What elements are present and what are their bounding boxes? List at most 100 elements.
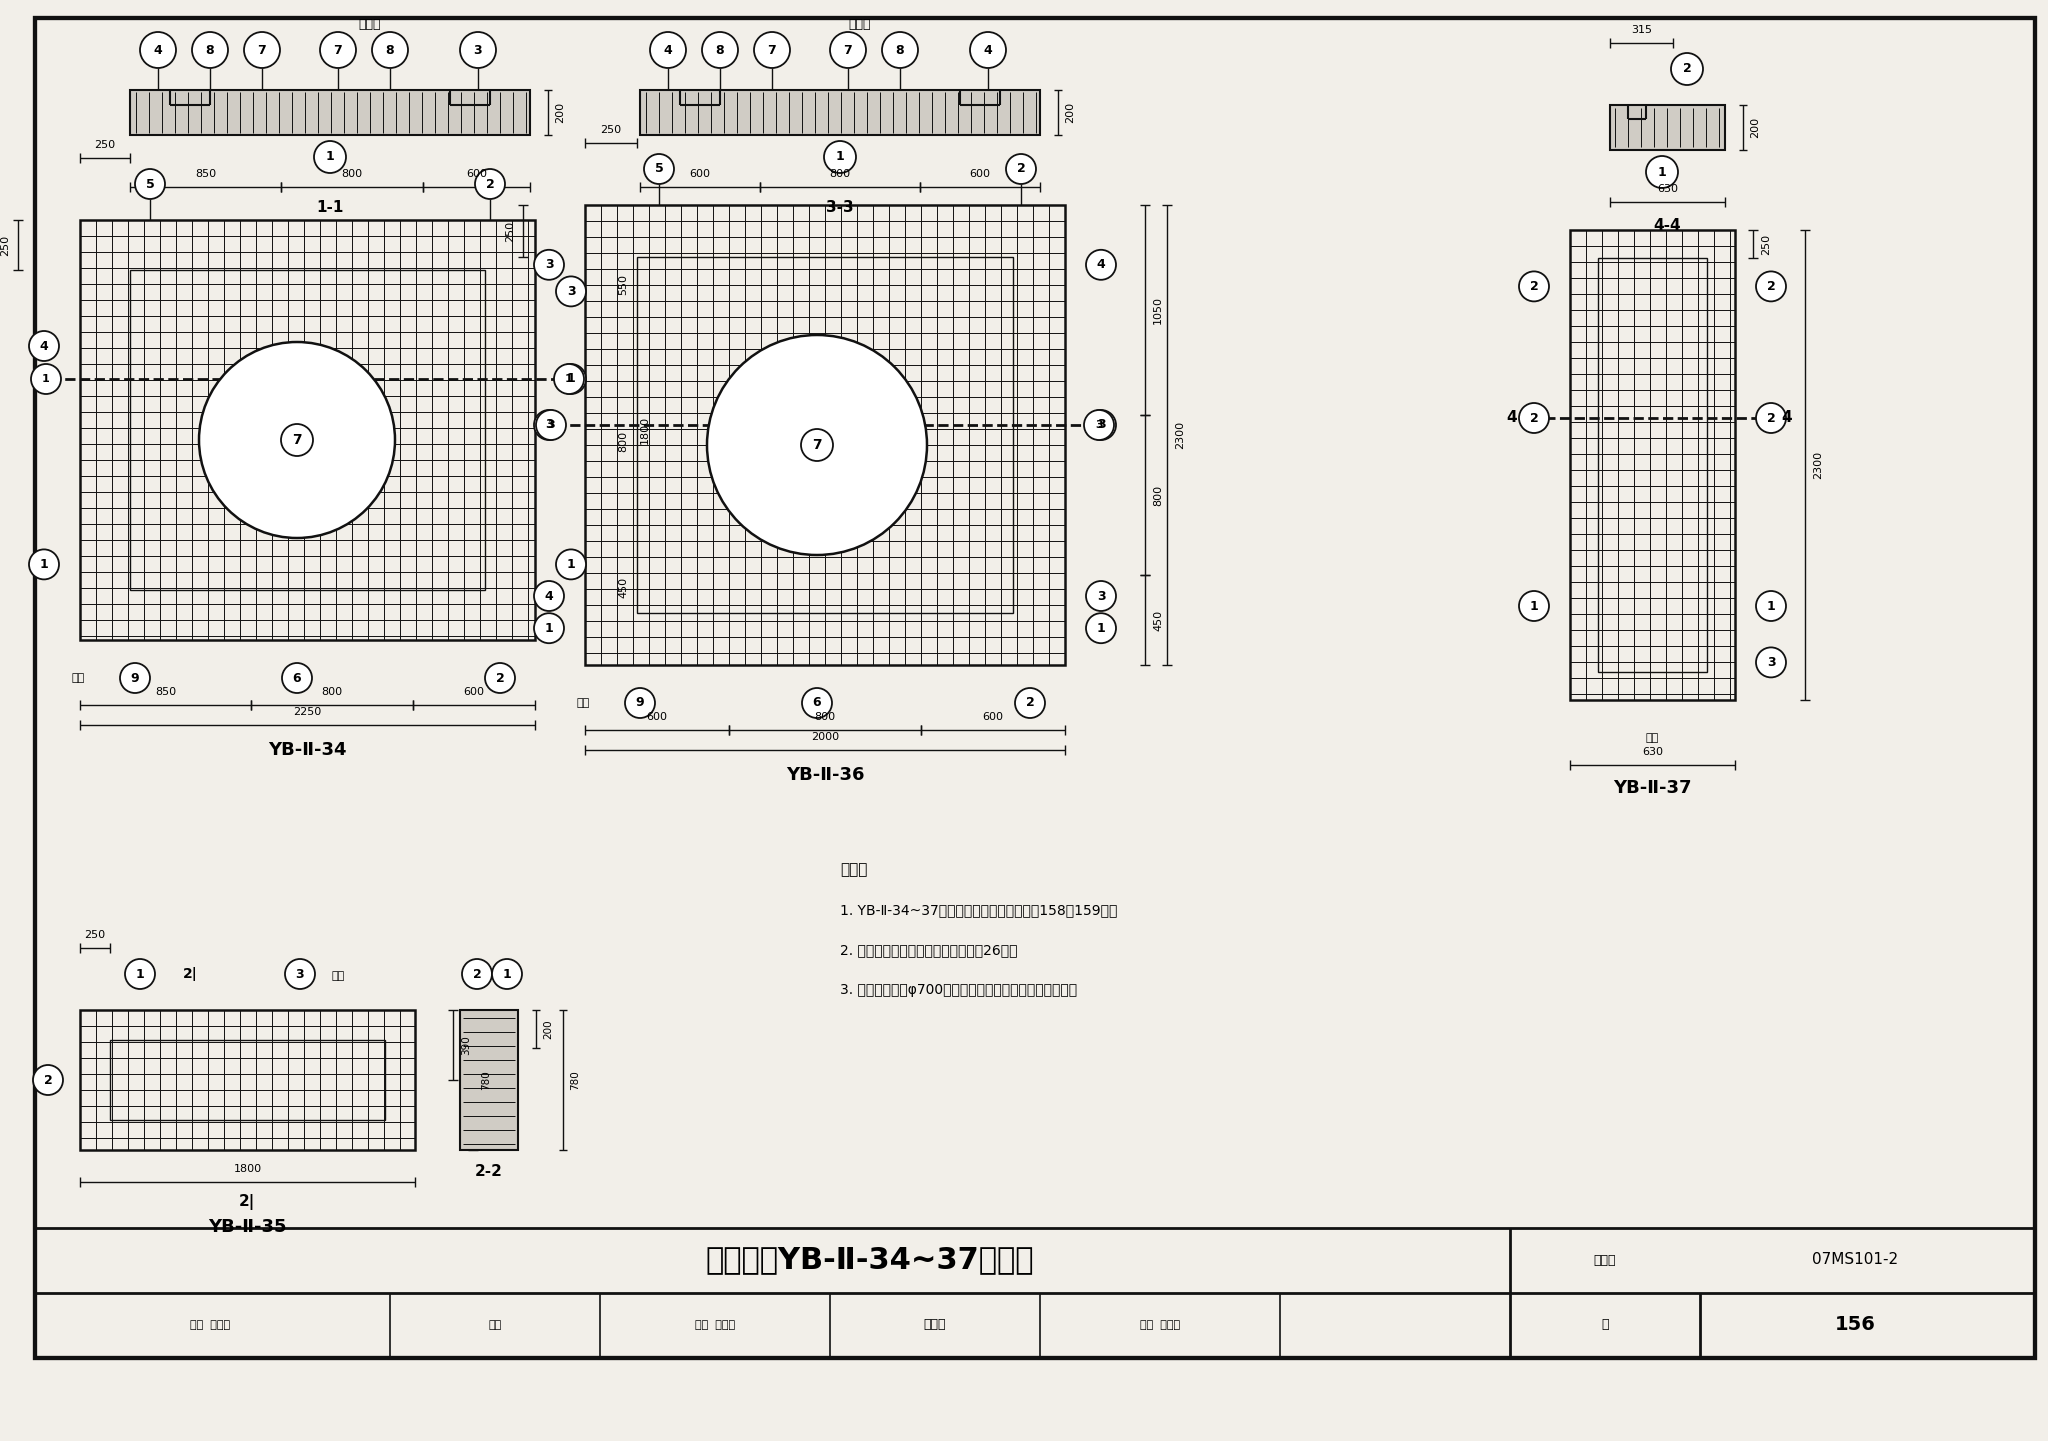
Text: 7: 7: [768, 43, 776, 56]
Text: 1: 1: [502, 967, 512, 980]
Circle shape: [1085, 249, 1116, 280]
Text: 8: 8: [385, 43, 395, 56]
Circle shape: [1755, 647, 1786, 677]
Text: 附加筋: 附加筋: [848, 19, 870, 32]
Text: 2-2: 2-2: [475, 1164, 504, 1180]
Text: YB-Ⅱ-34: YB-Ⅱ-34: [268, 741, 346, 759]
Text: 200: 200: [1749, 117, 1759, 138]
Text: 550: 550: [618, 274, 629, 294]
Text: 设计  王龙生: 设计 王龙生: [1141, 1320, 1180, 1330]
Bar: [637, 256, 1014, 612]
Text: 说明：: 说明：: [840, 863, 868, 878]
Text: 制图: 制图: [487, 1320, 502, 1330]
Text: 3: 3: [473, 43, 483, 56]
Circle shape: [283, 663, 311, 693]
Text: 450: 450: [618, 576, 629, 598]
Bar: [586, 205, 1065, 664]
Text: 800: 800: [342, 169, 362, 179]
Circle shape: [1755, 591, 1786, 621]
Circle shape: [707, 334, 928, 555]
Text: 5: 5: [145, 177, 154, 190]
Bar: [639, 89, 1040, 135]
Circle shape: [485, 663, 514, 693]
Circle shape: [625, 687, 655, 718]
Text: 2250: 2250: [293, 708, 322, 718]
Text: 4: 4: [545, 589, 553, 602]
Circle shape: [1085, 614, 1116, 643]
Text: 吊钩: 吊钩: [1645, 733, 1659, 744]
Text: 2. 吊钩及洞口附加筋做法见本图集第26页。: 2. 吊钩及洞口附加筋做法见本图集第26页。: [840, 942, 1018, 957]
Text: 250: 250: [94, 140, 115, 150]
Circle shape: [1520, 271, 1548, 301]
Circle shape: [139, 32, 176, 68]
Text: 2|: 2|: [182, 967, 197, 981]
Bar: [1610, 105, 1724, 150]
Text: 450: 450: [1153, 610, 1163, 631]
Circle shape: [829, 32, 866, 68]
Text: 1: 1: [545, 621, 553, 634]
Text: 图集号: 图集号: [1593, 1254, 1616, 1267]
Text: 4: 4: [154, 43, 162, 56]
Text: 2: 2: [1530, 280, 1538, 293]
Text: 7: 7: [813, 438, 821, 452]
Text: 3: 3: [545, 258, 553, 271]
Text: 6: 6: [293, 672, 301, 684]
Circle shape: [702, 32, 737, 68]
Circle shape: [823, 141, 856, 173]
Text: 600: 600: [983, 712, 1004, 722]
Text: 4: 4: [1507, 411, 1518, 425]
Circle shape: [1755, 271, 1786, 301]
Circle shape: [1755, 403, 1786, 432]
Circle shape: [461, 32, 496, 68]
Text: 7: 7: [293, 432, 301, 447]
Circle shape: [883, 32, 918, 68]
Text: 4: 4: [1096, 258, 1106, 271]
Text: 8: 8: [205, 43, 215, 56]
Text: 250: 250: [84, 929, 106, 940]
Text: 附加筋: 附加筋: [358, 19, 381, 32]
Text: 4: 4: [1782, 411, 1792, 425]
Circle shape: [1520, 591, 1548, 621]
Text: 200: 200: [555, 102, 565, 122]
Text: 2000: 2000: [811, 732, 840, 742]
Text: YB-Ⅱ-36: YB-Ⅱ-36: [786, 767, 864, 784]
Text: 1: 1: [567, 373, 575, 386]
Text: YB-Ⅱ-35: YB-Ⅱ-35: [207, 1218, 287, 1236]
Text: 1800: 1800: [639, 416, 649, 444]
Circle shape: [125, 960, 156, 989]
Text: 3: 3: [1096, 589, 1106, 602]
Circle shape: [1016, 687, 1044, 718]
Text: 850: 850: [156, 687, 176, 697]
Bar: [1597, 258, 1706, 672]
Text: 1. YB-Ⅱ-34~37钢筋表及材料表见本图集第158、159页。: 1. YB-Ⅱ-34~37钢筋表及材料表见本图集第158、159页。: [840, 904, 1118, 916]
Circle shape: [535, 411, 563, 440]
Text: 800: 800: [815, 712, 836, 722]
Text: 600: 600: [969, 169, 991, 179]
Circle shape: [1671, 53, 1704, 85]
Text: 600: 600: [467, 169, 487, 179]
Circle shape: [319, 32, 356, 68]
Text: 页: 页: [1602, 1319, 1610, 1331]
Text: 预制盖板YB-Ⅱ-34~37配筋图: 预制盖板YB-Ⅱ-34~37配筋图: [707, 1245, 1034, 1274]
Text: 7: 7: [844, 43, 852, 56]
Bar: [129, 89, 530, 135]
Circle shape: [754, 32, 791, 68]
Text: YB-Ⅱ-37: YB-Ⅱ-37: [1612, 780, 1692, 797]
Text: 吊钩: 吊钩: [578, 697, 590, 708]
Bar: [461, 1010, 518, 1150]
Text: 1: 1: [135, 967, 143, 980]
Text: 吊钩: 吊钩: [332, 971, 344, 981]
Text: 2: 2: [473, 967, 481, 980]
Circle shape: [313, 141, 346, 173]
Circle shape: [135, 169, 166, 199]
Text: 1050: 1050: [1153, 295, 1163, 324]
Circle shape: [193, 32, 227, 68]
Text: 5: 5: [655, 163, 664, 176]
Text: 4: 4: [39, 340, 49, 353]
Text: 800: 800: [1153, 484, 1163, 506]
Text: 250: 250: [1761, 233, 1772, 255]
Text: 7: 7: [258, 43, 266, 56]
Text: 4-4: 4-4: [1653, 218, 1681, 232]
Circle shape: [535, 614, 563, 643]
Bar: [111, 1040, 385, 1120]
